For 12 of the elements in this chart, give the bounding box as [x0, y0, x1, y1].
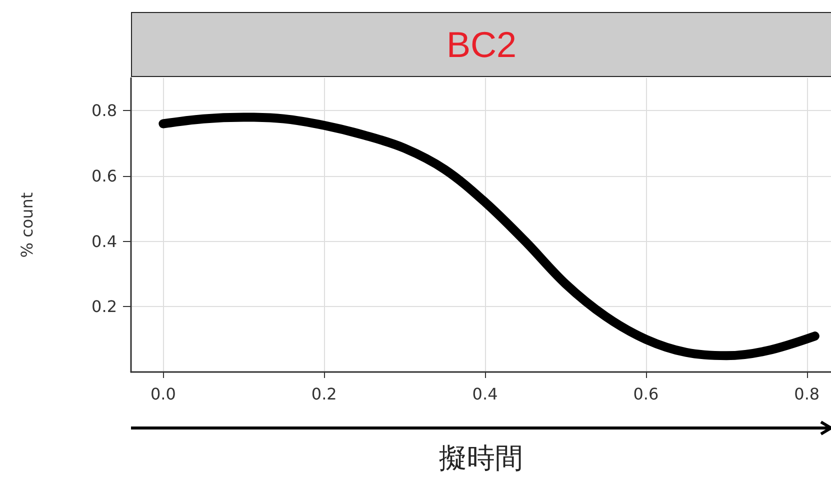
x-axis-title: 擬時間	[439, 442, 523, 474]
y-tick-label: 0.6	[92, 166, 117, 186]
x-tick-label: 0.4	[472, 384, 498, 404]
x-tick-label: 0.6	[633, 384, 659, 404]
y-tick-label: 0.4	[92, 232, 117, 251]
y-axis-title: % count	[18, 192, 36, 258]
y-tick-label: 0.2	[92, 297, 117, 316]
y-tick-label: 0.8	[92, 101, 117, 120]
chart-title: BC2	[446, 24, 517, 66]
x-tick-label: 0.2	[311, 384, 337, 404]
x-tick-label: 0.0	[150, 384, 176, 404]
x-tick-label: 0.8	[794, 384, 820, 404]
